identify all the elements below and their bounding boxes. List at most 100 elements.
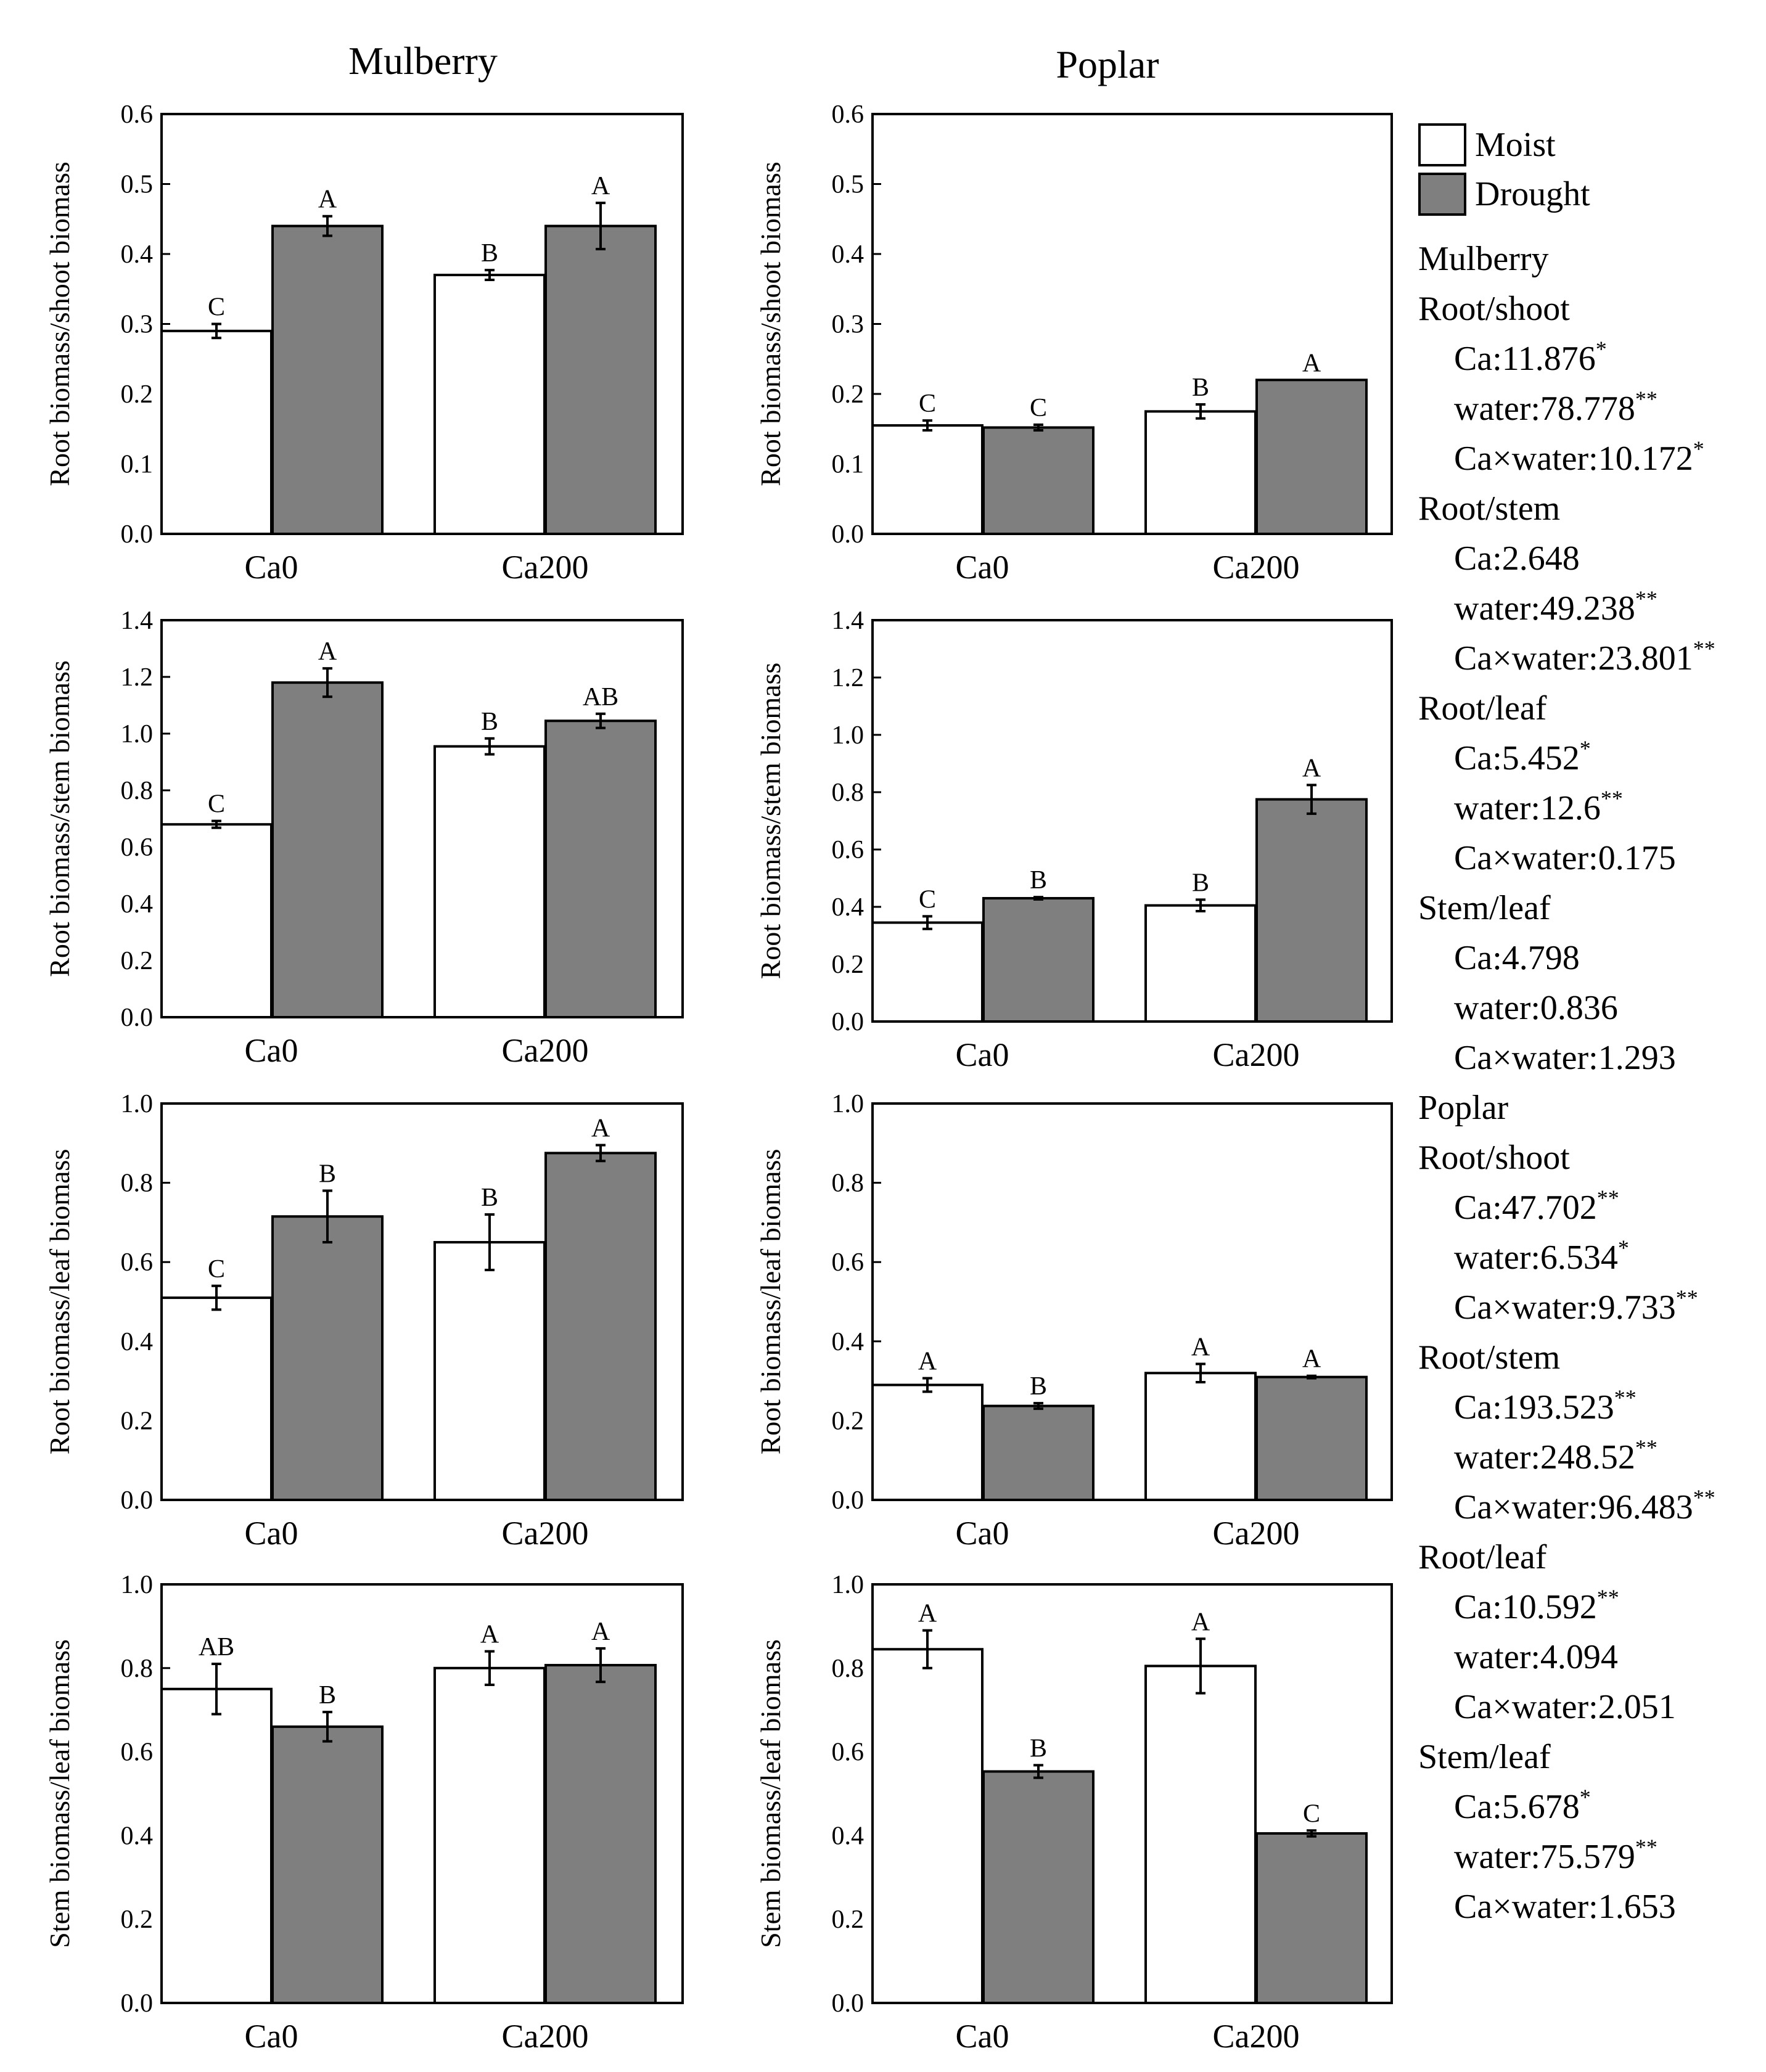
- anova-group-title-text: Root/shoot: [1418, 290, 1570, 328]
- significance-marker: **: [1596, 1185, 1619, 1210]
- mulberry-root-stem-bar-ca0-drought: [271, 681, 384, 1018]
- anova-species-mulberry-text: Mulberry: [1418, 240, 1549, 278]
- anova-group-title-text: Root/shoot: [1418, 1139, 1570, 1177]
- column-title-mulberry: Mulberry: [348, 39, 498, 83]
- anova-entry: Ca×water:0.175: [1418, 833, 1715, 883]
- anova-entry: Ca×water:1.653: [1418, 1882, 1715, 1932]
- poplar-root-leaf-bar-ca0-drought: [982, 1404, 1095, 1501]
- mulberry-root-leaf-ytick-label: 0.2: [121, 1407, 154, 1435]
- poplar-stem-leaf-ytick-label: 0.0: [832, 1989, 865, 2018]
- mulberry-root-leaf-ytick-label: 0.6: [121, 1248, 154, 1277]
- poplar-stem-leaf-xtick-label: Ca200: [1213, 2018, 1300, 2055]
- poplar-root-stem-bar-ca0-drought: [982, 897, 1095, 1023]
- poplar-root-shoot-ytick-label: 0.6: [832, 100, 865, 129]
- mulberry-stem-leaf-ytick-label: 1.0: [121, 1571, 154, 1599]
- anova-group-title: Root/leaf: [1418, 1533, 1715, 1583]
- mulberry-stem-leaf-ytick-label: 0.8: [121, 1655, 154, 1683]
- legend-label-drought: Drought: [1475, 175, 1590, 213]
- poplar-stem-leaf-sig-letter: A: [1191, 1608, 1210, 1636]
- mulberry-root-leaf-ytick-label: 1.0: [121, 1090, 154, 1118]
- legend: Moist Drought: [1418, 120, 1590, 219]
- mulberry-root-stem-bar-ca0-moist: [160, 823, 273, 1018]
- poplar-root-shoot-bar-ca0-moist: [871, 424, 984, 536]
- poplar-root-shoot-ylabel: Root biomass/shoot biomass: [755, 162, 786, 486]
- mulberry-root-leaf-ylabel: Root biomass/leaf biomass: [44, 1149, 75, 1455]
- anova-entry: Ca×water:9.733**: [1418, 1283, 1715, 1333]
- poplar-root-shoot-xtick-label: Ca200: [1213, 549, 1300, 586]
- poplar-root-leaf-sig-letter: A: [1191, 1333, 1210, 1361]
- mulberry-root-shoot-ytick-label: 0.4: [121, 240, 154, 269]
- anova-entry-text: Ca:193.523: [1454, 1388, 1614, 1427]
- anova-group-title-text: Root/leaf: [1418, 689, 1547, 727]
- mulberry-root-shoot-bar-ca0-drought: [271, 224, 384, 535]
- anova-group-title-text: Stem/leaf: [1418, 889, 1551, 927]
- poplar-root-stem-ytick-label: 0.4: [832, 893, 865, 922]
- mulberry-root-leaf-xtick-label: Ca200: [502, 1515, 589, 1552]
- anova-entry: Ca:10.592**: [1418, 1583, 1715, 1632]
- mulberry-root-shoot-ytick-label: 0.3: [121, 311, 154, 339]
- mulberry-root-stem-bar-ca200-moist: [433, 745, 546, 1018]
- poplar-root-leaf-xtick-label: Ca0: [956, 1515, 1009, 1552]
- mulberry-stem-leaf-sig-letter: AB: [199, 1633, 234, 1661]
- mulberry-root-leaf-ytick-label: 0.0: [121, 1486, 154, 1515]
- anova-group-title-text: Root/stem: [1418, 1338, 1561, 1377]
- poplar-root-stem-bar-ca0-moist: [871, 921, 984, 1023]
- mulberry-root-shoot-bar-ca200-drought: [544, 224, 657, 535]
- mulberry-root-stem-bar-ca200-drought: [544, 719, 657, 1019]
- poplar-root-shoot-ytick-label: 0.5: [832, 171, 865, 199]
- anova-entry: water:78.778**: [1418, 384, 1715, 434]
- anova-group-title: Root/shoot: [1418, 1133, 1715, 1183]
- mulberry-root-stem-sig-letter: B: [481, 708, 498, 736]
- poplar-root-shoot-ytick-label: 0.1: [832, 451, 865, 479]
- significance-marker: **: [1596, 1585, 1619, 1610]
- mulberry-root-stem-sig-letter: AB: [583, 683, 618, 711]
- anova-entry: water:6.534*: [1418, 1233, 1715, 1283]
- significance-marker: **: [1635, 387, 1657, 411]
- poplar-root-stem-ytick-label: 0.2: [832, 951, 865, 979]
- anova-entry: Ca:5.452*: [1418, 734, 1715, 784]
- mulberry-root-stem-ytick-label: 1.4: [121, 607, 154, 635]
- anova-group-title-text: Root/stem: [1418, 489, 1561, 528]
- poplar-root-stem-xtick-label: Ca200: [1213, 1036, 1300, 1073]
- anova-species-poplar-text: Poplar: [1418, 1089, 1509, 1127]
- poplar-root-leaf-frame: [871, 1102, 1393, 1501]
- anova-entry: Ca:11.876*: [1418, 334, 1715, 384]
- anova-group-title: Root/shoot: [1418, 284, 1715, 334]
- poplar-root-leaf-bar-ca0-moist: [871, 1383, 984, 1502]
- significance-marker: *: [1693, 436, 1704, 461]
- poplar-root-shoot-bar-ca200-moist: [1144, 410, 1257, 535]
- poplar-stem-leaf-bar-ca200-moist: [1144, 1665, 1257, 2004]
- mulberry-root-shoot-ylabel: Root biomass/shoot biomass: [44, 162, 75, 486]
- mulberry-root-stem-ytick-label: 0.0: [121, 1004, 154, 1032]
- anova-entry-text: water:49.238: [1454, 589, 1635, 628]
- mulberry-root-shoot-sig-letter: A: [318, 186, 337, 214]
- poplar-root-stem-sig-letter: A: [1302, 754, 1321, 782]
- anova-entry: water:0.836: [1418, 983, 1715, 1033]
- legend-swatch-drought: [1418, 173, 1466, 216]
- poplar-stem-leaf-sig-letter: B: [1030, 1734, 1047, 1763]
- poplar-root-leaf-ylabel: Root biomass/leaf biomass: [755, 1149, 786, 1455]
- mulberry-root-stem-xtick-label: Ca0: [245, 1032, 298, 1069]
- poplar-root-leaf-sig-letter: A: [918, 1348, 937, 1376]
- anova-entry: water:12.6**: [1418, 784, 1715, 833]
- mulberry-root-stem-ytick-label: 0.8: [121, 777, 154, 805]
- mulberry-root-leaf-bar-ca0-moist: [160, 1296, 273, 1502]
- poplar-root-stem-frame: [871, 619, 1393, 1023]
- poplar-root-leaf-sig-letter: A: [1302, 1345, 1321, 1374]
- poplar-root-stem-ytick-label: 1.4: [832, 607, 865, 635]
- mulberry-root-leaf-ytick-label: 0.8: [121, 1169, 154, 1198]
- poplar-stem-leaf-ylabel: Stem biomass/leaf biomass: [755, 1639, 786, 1948]
- mulberry-root-stem-ytick-label: 1.2: [121, 663, 154, 692]
- anova-entry: Ca×water:10.172*: [1418, 434, 1715, 484]
- mulberry-stem-leaf-ytick-label: 0.6: [121, 1738, 154, 1767]
- poplar-root-leaf-bar-ca200-drought: [1255, 1375, 1368, 1501]
- mulberry-stem-leaf-bar-ca0-moist: [160, 1687, 273, 2004]
- anova-entry-text: Ca:5.678: [1454, 1788, 1580, 1826]
- anova-entry: water:49.238**: [1418, 584, 1715, 634]
- legend-swatch-moist: [1418, 123, 1466, 166]
- poplar-stem-leaf-bar-ca0-moist: [871, 1648, 984, 2005]
- poplar-root-stem-ytick-label: 1.0: [832, 721, 865, 750]
- anova-group-title: Root/stem: [1418, 1333, 1715, 1383]
- anova-group-title: Stem/leaf: [1418, 1732, 1715, 1782]
- anova-entry-text: water:75.579: [1454, 1838, 1635, 1876]
